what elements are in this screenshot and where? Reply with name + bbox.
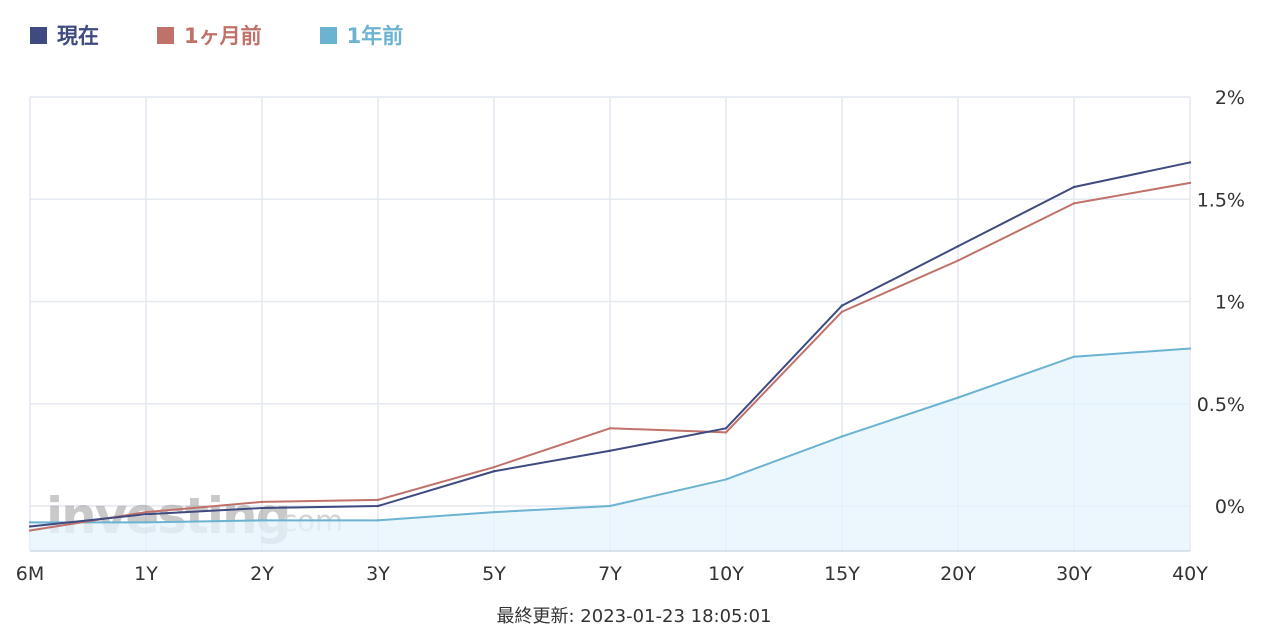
data-point: [28, 525, 32, 528]
data-point: [492, 510, 496, 514]
data-point: [492, 470, 496, 473]
data-point: [1188, 181, 1192, 185]
data-point: [956, 245, 960, 248]
tick-labels: 2% 1.5% 1% 0.5% 0% 6M 1Y 2Y 3Y 5Y 7Y 10Y 15Y 20Y 30Y 40…: [16, 87, 1245, 585]
y-tick-label: 1.5%: [1197, 189, 1245, 211]
x-tick-label: 6M: [16, 563, 44, 585]
legend-label: 1年前: [346, 24, 404, 48]
data-point: [840, 304, 844, 307]
legend-swatch: [319, 26, 337, 44]
data-point: [260, 519, 264, 522]
data-point: [608, 449, 612, 452]
legend-label: 1ヶ月前: [184, 24, 262, 48]
legend-item-2[interactable]: 1ヶ月前: [157, 20, 262, 50]
x-tick-label: 15Y: [824, 563, 860, 585]
legend-label: 現在: [57, 24, 99, 48]
data-point: [144, 510, 148, 514]
data-point: [376, 504, 380, 508]
data-point: [28, 521, 32, 524]
x-tick-label: 40Y: [1172, 563, 1208, 585]
legend-item-1[interactable]: 現在: [30, 20, 99, 50]
data-point: [376, 519, 380, 522]
y-tick-label: 0.5%: [1197, 394, 1245, 416]
data-point: [1072, 185, 1076, 189]
x-tick-label: 5Y: [482, 563, 506, 585]
x-tick-label: 1Y: [134, 563, 158, 585]
data-point: [1188, 161, 1192, 164]
y-tick-label: 2%: [1215, 87, 1245, 109]
legend-swatch: [157, 26, 174, 44]
data-point: [608, 427, 612, 430]
area-fills: [30, 348, 1190, 551]
data-point: [956, 396, 960, 399]
x-tick-label: 30Y: [1056, 563, 1092, 585]
x-tick-label: 2Y: [250, 563, 274, 585]
data-point: [724, 427, 728, 430]
data-point: [840, 310, 844, 313]
data-point: [724, 431, 728, 434]
data-point: [1072, 202, 1076, 205]
y-tick-label: 0%: [1215, 496, 1245, 518]
last-updated-text: 最終更新: 2023-01-23 18:05:01: [496, 606, 772, 627]
data-point: [956, 259, 960, 262]
x-tick-label: 3Y: [366, 563, 390, 585]
area-fill-1y-ago: [30, 348, 1190, 551]
series-lines: [28, 161, 1192, 532]
data-point: [376, 498, 380, 502]
legend-item-3[interactable]: 1年前: [319, 20, 404, 50]
data-point: [260, 500, 264, 504]
data-point: [1072, 355, 1076, 358]
y-tick-label: 1%: [1215, 292, 1245, 314]
data-point: [28, 529, 32, 532]
data-point: [260, 506, 264, 510]
data-point: [724, 478, 728, 481]
x-tick-label: 7Y: [598, 563, 622, 585]
data-point: [144, 512, 148, 516]
chart-legend: 現在 1ヶ月前 1年前: [30, 20, 461, 50]
data-point: [492, 465, 496, 469]
x-tick-label: 10Y: [708, 563, 744, 585]
legend-swatch: [30, 26, 47, 44]
data-point: [1188, 347, 1192, 350]
x-tick-label: 20Y: [940, 563, 976, 585]
data-point: [840, 435, 844, 438]
data-point: [608, 504, 612, 508]
yield-curve-chart: investing .com 2%1.5%1%0.5%0%6M1Y2Y3Y5Y7…: [16, 87, 1245, 585]
data-point: [144, 521, 148, 524]
